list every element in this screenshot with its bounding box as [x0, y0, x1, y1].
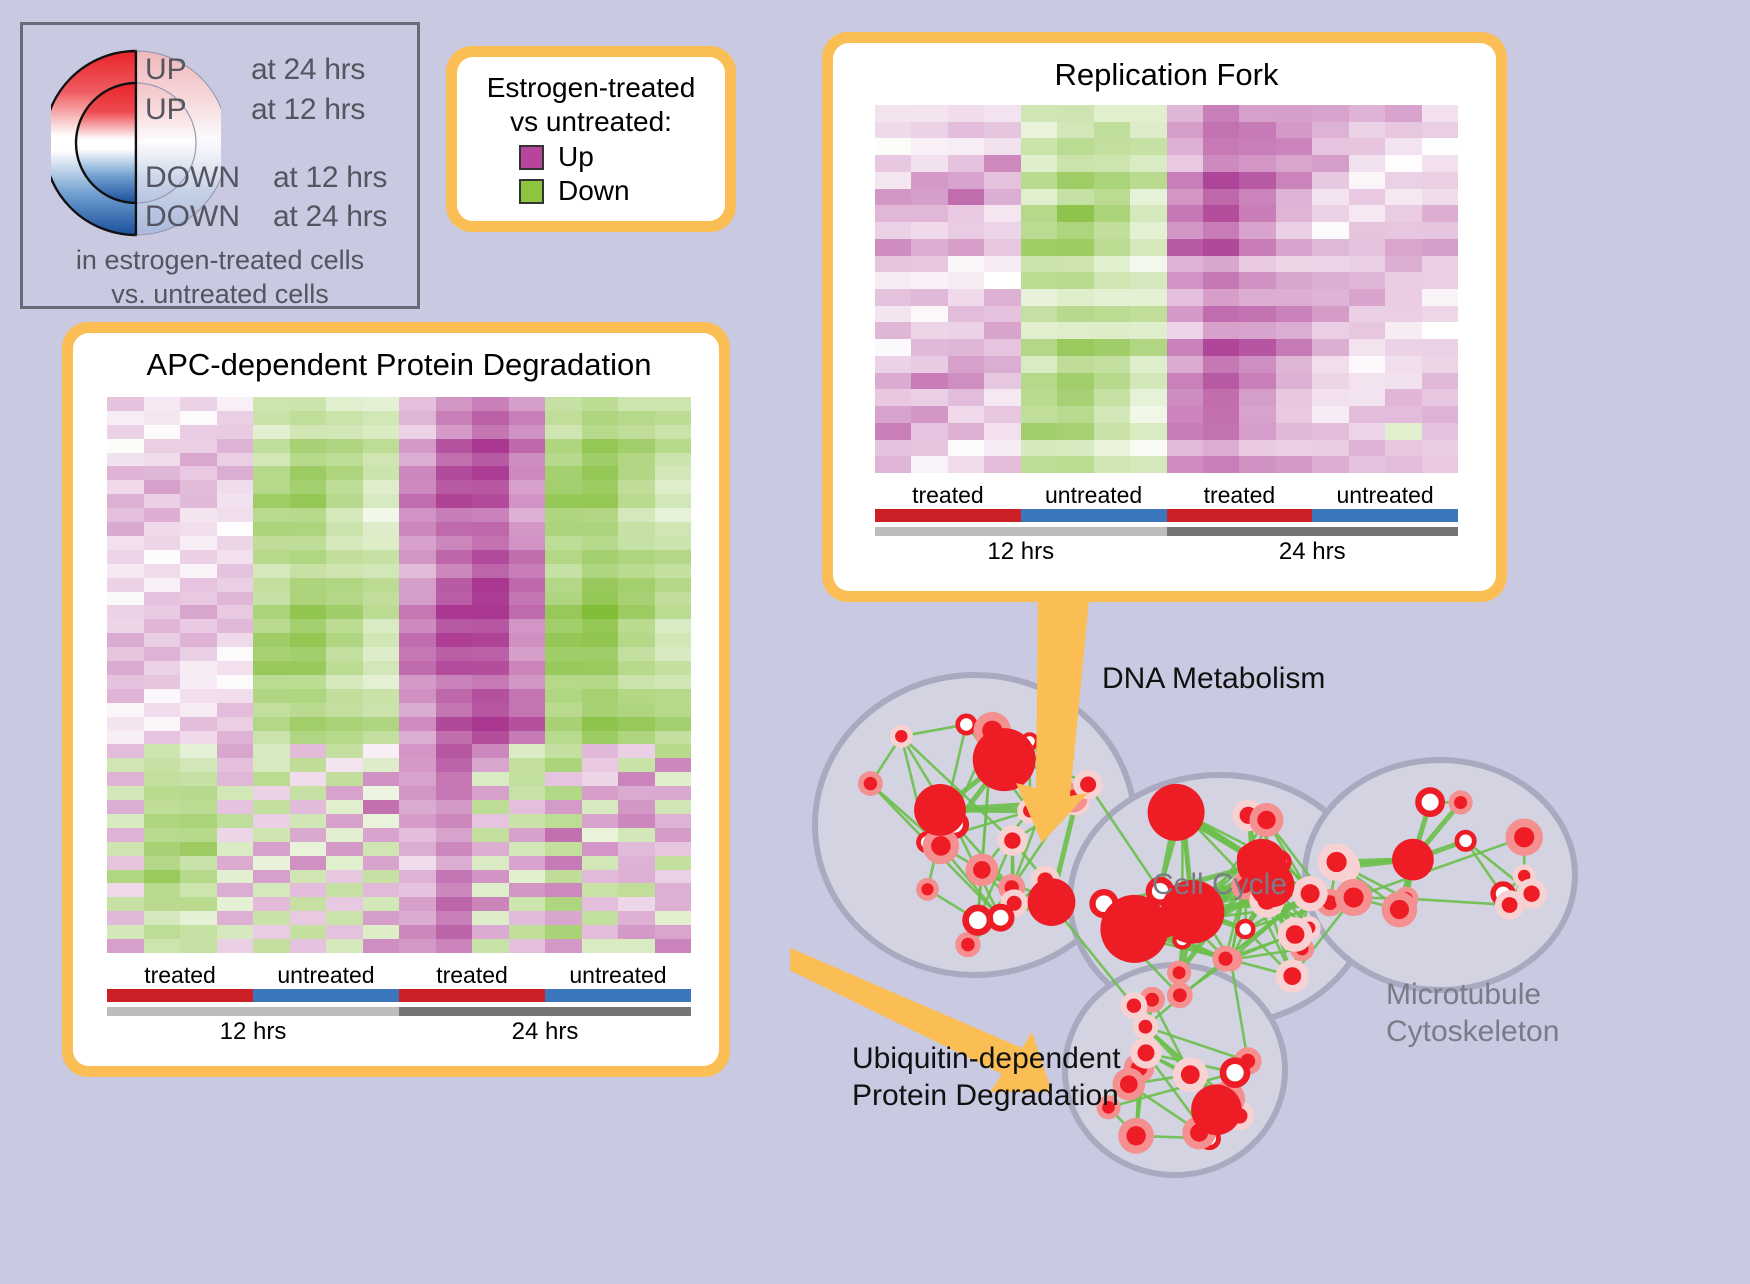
axis-time-label-12hrs: 12 hrs: [875, 538, 1167, 566]
legend-item-down: Down: [519, 175, 725, 207]
cluster-label-microtubule-line1: Microtubule: [1386, 978, 1541, 1012]
time-bar-24hrs: [1167, 527, 1459, 536]
ring-footer-line2: vs. untreated cells: [23, 277, 417, 311]
condition-bar-treated-12-apc: [107, 989, 253, 1002]
ring-row-3-time: at 24 hrs: [273, 200, 387, 234]
legend-swatch-down: [519, 179, 544, 204]
estrogen-legend-panel: Estrogen-treated vs untreated: Up Down: [446, 46, 736, 232]
axis-time-label-24hrs: 24 hrs: [1167, 538, 1459, 566]
condition-bar-treated-24-apc: [399, 989, 545, 1002]
axis-label-treated-12: treated: [875, 482, 1021, 509]
ring-row-1-time: at 12 hrs: [251, 93, 365, 127]
cluster-label-cell-cycle: Cell Cycle: [1152, 868, 1287, 902]
time-bar-24hrs-apc: [399, 1007, 691, 1016]
condition-bar-untreated-12: [1021, 509, 1167, 522]
axis-time-bar-replication: [875, 527, 1458, 536]
estrogen-legend-line1: Estrogen-treated: [457, 71, 725, 105]
axis-label-untreated-24: untreated: [1312, 482, 1458, 509]
ring-row-3-direction: DOWN: [145, 200, 240, 234]
legend-label-down: Down: [558, 175, 630, 207]
condition-bar-treated-12: [875, 509, 1021, 522]
legend-item-up: Up: [519, 141, 725, 173]
heatmap-apc-degradation: [107, 397, 691, 953]
axis-time-labels-replication: 12 hrs 24 hrs: [875, 538, 1458, 566]
cluster-label-microtubule-line2: Cytoskeleton: [1386, 1015, 1559, 1049]
axis-time-bar-apc: [107, 1007, 691, 1016]
heatmap-replication-fork: [875, 105, 1458, 473]
ring-row-0-time: at 24 hrs: [251, 53, 365, 87]
pathway-network-diagram: DNA Metabolism Cell Cycle Microtubule Cy…: [790, 600, 1750, 1279]
axis-condition-bar-apc: [107, 989, 691, 1002]
time-bar-12hrs-apc: [107, 1007, 399, 1016]
time-bar-12hrs: [875, 527, 1167, 536]
axis-condition-labels-apc: treated untreated treated untreated: [107, 962, 691, 989]
axis-time-labels-apc: 12 hrs 24 hrs: [107, 1018, 691, 1046]
axis-label-untreated-12-apc: untreated: [253, 962, 399, 989]
ring-row-1-direction: UP: [145, 93, 187, 127]
axis-label-untreated-24-apc: untreated: [545, 962, 691, 989]
axis-label-treated-24-apc: treated: [399, 962, 545, 989]
network-graph: [790, 600, 1750, 1279]
condition-bar-untreated-12-apc: [253, 989, 399, 1002]
legend-label-up: Up: [558, 141, 594, 173]
ring-legend-panel: UP at 24 hrs UP at 12 hrs DOWN at 12 hrs…: [20, 22, 420, 309]
panel-title-apc-degradation: APC-dependent Protein Degradation: [107, 347, 691, 383]
ring-row-0-direction: UP: [145, 53, 187, 87]
condition-bar-treated-24: [1167, 509, 1313, 522]
estrogen-legend-line2: vs untreated:: [457, 105, 725, 139]
axis-condition-bar-replication: [875, 509, 1458, 522]
axis-time-label-24hrs-apc: 24 hrs: [399, 1018, 691, 1046]
panel-apc-degradation: APC-dependent Protein Degradation treate…: [62, 322, 730, 1077]
cluster-label-ubiquitin-line2: Protein Degradation: [852, 1077, 1119, 1114]
panel-title-replication-fork: Replication Fork: [875, 57, 1458, 93]
condition-bar-untreated-24: [1312, 509, 1458, 522]
legend-swatch-up: [519, 145, 544, 170]
axis-label-treated-12-apc: treated: [107, 962, 253, 989]
axis-label-treated-24: treated: [1167, 482, 1313, 509]
ring-row-2-direction: DOWN: [145, 161, 240, 195]
cluster-label-dna-metabolism: DNA Metabolism: [1102, 662, 1325, 696]
ring-footer-line1: in estrogen-treated cells: [23, 243, 417, 277]
axis-label-untreated-12: untreated: [1021, 482, 1167, 509]
cluster-label-ubiquitin-line1: Ubiquitin-dependent: [852, 1040, 1121, 1077]
axis-condition-labels-replication: treated untreated treated untreated: [875, 482, 1458, 509]
ring-row-2-time: at 12 hrs: [273, 161, 387, 195]
panel-replication-fork: Replication Fork treated untreated treat…: [822, 32, 1507, 602]
condition-bar-untreated-24-apc: [545, 989, 691, 1002]
axis-time-label-12hrs-apc: 12 hrs: [107, 1018, 399, 1046]
